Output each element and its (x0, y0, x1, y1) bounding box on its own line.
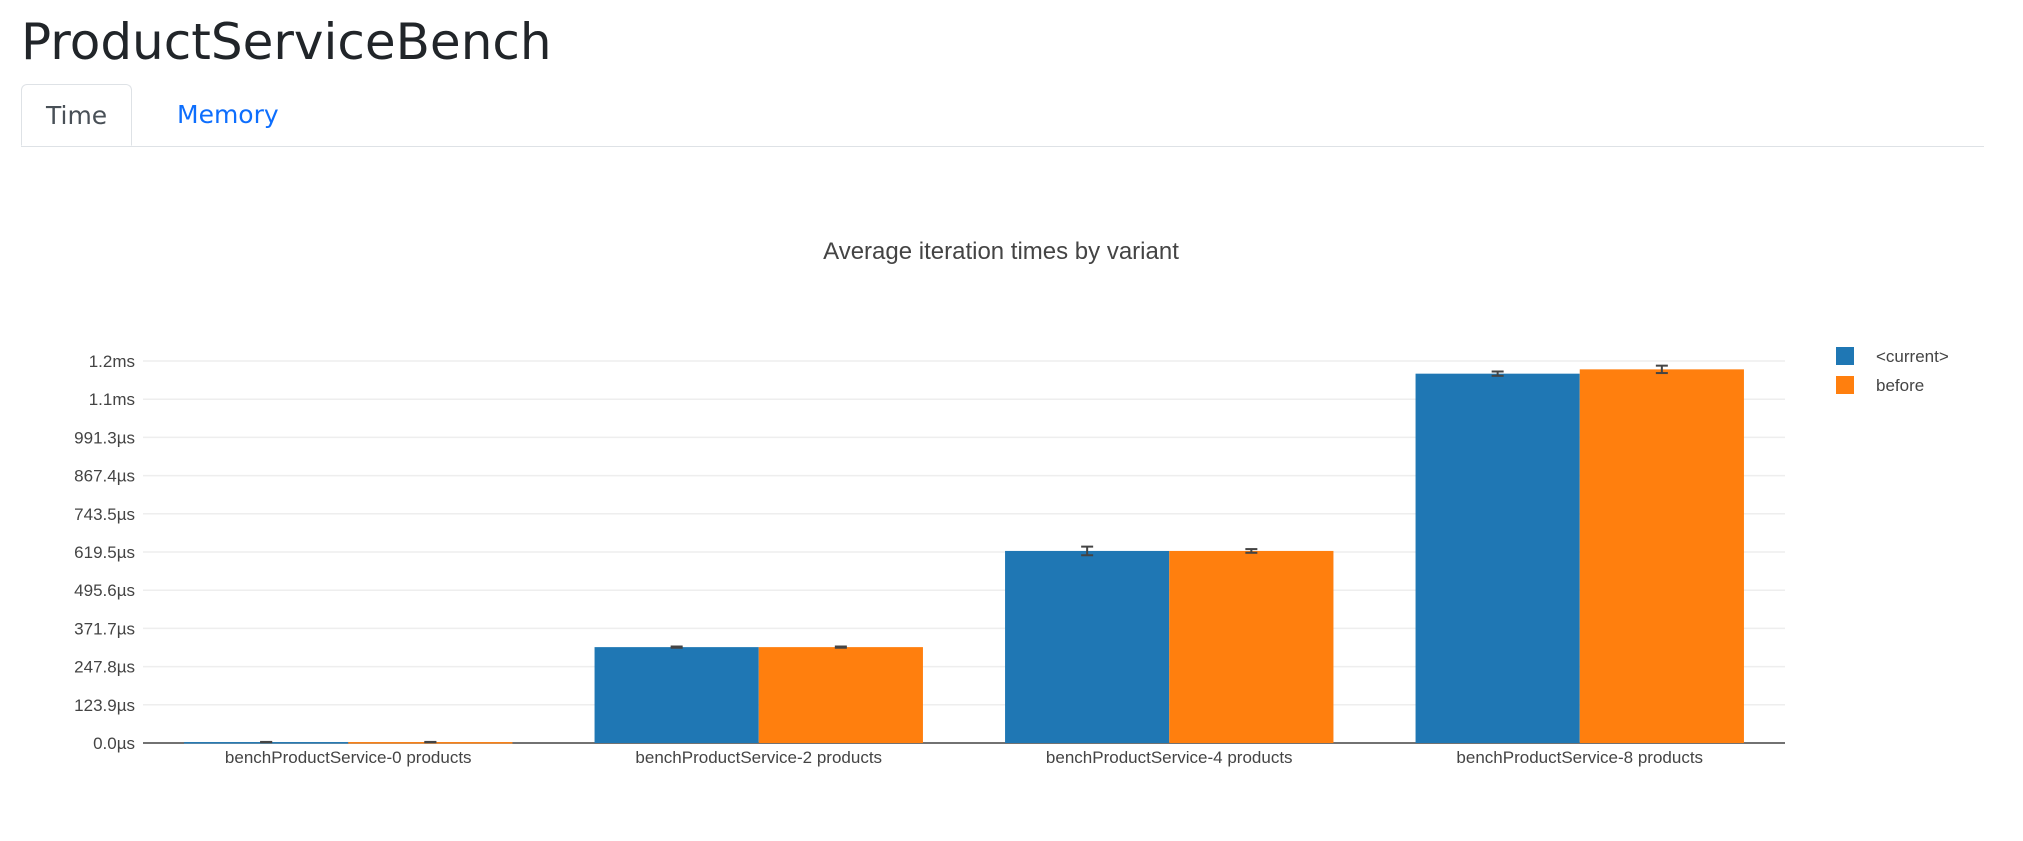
y-tick-label: 991.3µs (74, 428, 135, 447)
legend: <current> before (1836, 347, 1949, 395)
y-tick-label: 123.9µs (74, 696, 135, 715)
legend-label[interactable]: before (1876, 376, 1924, 395)
legend-label[interactable]: <current> (1876, 347, 1949, 366)
y-axis-ticks: 0.0µs 123.9µs 247.8µs 371.7µs 495.6µs 619.5µs… (74, 352, 135, 753)
y-tick-label: 495.6µs (74, 581, 135, 600)
bar-chart: Average iteration times by variant 0.0µs… (74, 238, 1949, 767)
x-tick-label: benchProductService-4 products (1046, 748, 1293, 767)
y-tick-label: 1.1ms (89, 390, 135, 409)
y-tick-label: 743.5µs (74, 505, 135, 524)
y-tick-label: 247.8µs (74, 658, 135, 677)
bar[interactable] (1579, 369, 1744, 743)
bar[interactable] (1005, 550, 1170, 743)
chart-title: Average iteration times by variant (823, 238, 1179, 265)
y-tick-label: 867.4µs (74, 467, 135, 486)
y-tick-label: 619.5µs (74, 543, 135, 562)
bar[interactable] (1169, 550, 1334, 743)
tab-time[interactable]: Time (21, 84, 133, 146)
legend-swatch[interactable] (1836, 376, 1854, 394)
x-tick-label: benchProductService-8 products (1456, 748, 1703, 767)
y-tick-label: 0.0µs (93, 734, 135, 753)
bar[interactable] (594, 647, 759, 743)
tab-bar: Time Memory (21, 84, 1984, 147)
chart-container: Average iteration times by variant 0.0µs… (0, 200, 2023, 780)
bar[interactable] (758, 647, 923, 743)
tab-memory[interactable]: Memory (177, 100, 279, 129)
page-title: ProductServiceBench (21, 13, 552, 71)
x-axis-ticks: benchProductService-0 products benchProdu… (225, 748, 1703, 767)
y-tick-label: 371.7µs (74, 619, 135, 638)
error-bars (260, 364, 1668, 744)
x-tick-label: benchProductService-0 products (225, 748, 472, 767)
x-tick-label: benchProductService-2 products (635, 748, 882, 767)
legend-swatch[interactable] (1836, 347, 1854, 365)
y-tick-label: 1.2ms (89, 352, 135, 371)
bar[interactable] (1415, 373, 1580, 743)
bars (184, 369, 1744, 744)
